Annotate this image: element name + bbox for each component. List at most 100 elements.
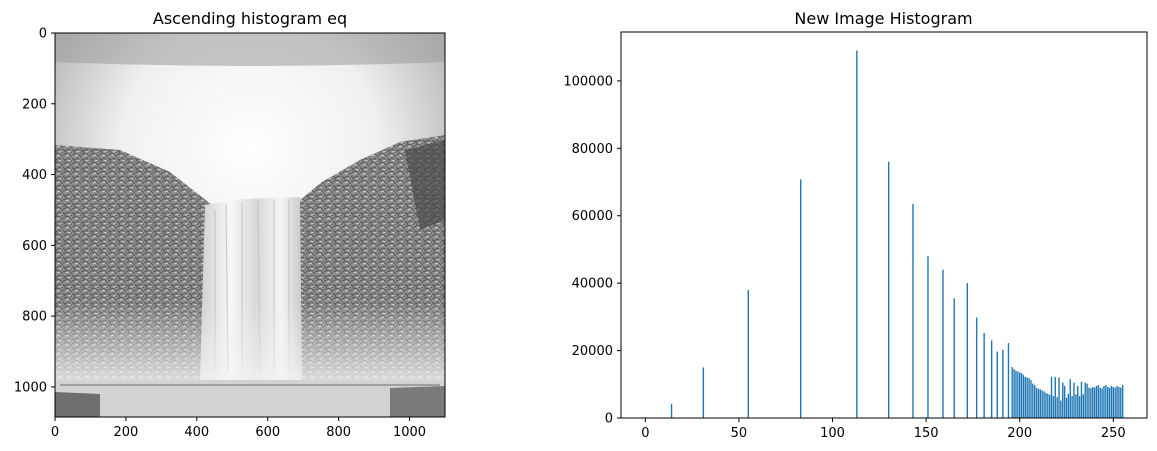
histogram-x-ticks: 0 50 100 150 200 250 (641, 418, 1126, 441)
histogram-bar (1099, 387, 1101, 418)
image-title: Ascending histogram eq (153, 9, 347, 28)
histogram-bar (1082, 394, 1085, 418)
histogram-y-tick-label: 80000 (572, 142, 613, 157)
histogram-bar (1060, 400, 1062, 418)
histogram-bar (1088, 387, 1090, 418)
histogram-y-ticks: 0 20000 40000 60000 80000 100000 (563, 74, 621, 427)
histogram-bar (1047, 393, 1049, 418)
histogram-bar (1121, 384, 1124, 418)
histogram-bar (1013, 369, 1015, 418)
histogram-bar (1039, 389, 1041, 418)
histogram-bar (670, 403, 673, 418)
image-x-tick-label: 1000 (393, 425, 426, 440)
histogram-frame (620, 31, 1148, 419)
histogram-y-tick-label: 40000 (572, 277, 613, 292)
image-x-tick-label: 800 (326, 425, 351, 440)
image-x-tick-label: 400 (184, 425, 209, 440)
histogram-x-tick-label: 0 (641, 426, 649, 441)
histogram-bar (1073, 382, 1075, 418)
waterfall-image (55, 33, 445, 417)
histogram-bar (1030, 380, 1032, 418)
histogram-bar (856, 50, 858, 418)
histogram-bar (1112, 386, 1114, 418)
histogram-bar (1086, 383, 1088, 418)
histogram-bar (1063, 385, 1066, 418)
histogram-bar (1095, 385, 1098, 418)
image-y-tick-label: 0 (39, 27, 47, 42)
histogram-bar (1041, 390, 1043, 418)
histogram-y-tick-label: 0 (605, 412, 613, 427)
histogram-bar (1103, 385, 1105, 418)
image-x-tick-label: 200 (113, 425, 138, 440)
histogram-y-tick-label: 20000 (572, 344, 613, 359)
histogram-bar (996, 351, 998, 418)
image-y-tick-label: 200 (22, 97, 47, 112)
image-axes: Ascending histogram eq 0 200 400 600 800 1000… (14, 9, 446, 440)
histogram-bar (912, 203, 914, 418)
histogram-x-tick-label: 100 (820, 426, 845, 441)
histogram-bar (1052, 396, 1055, 418)
image-frame (54, 32, 446, 418)
histogram-bar (1035, 388, 1038, 418)
histogram-x-tick-label: 250 (1101, 426, 1126, 441)
histogram-bar (1116, 385, 1118, 418)
histogram-bar (1069, 379, 1071, 418)
histogram-bar (1084, 382, 1086, 418)
histogram-bar (1019, 372, 1021, 418)
histogram-bar (1075, 394, 1077, 418)
histogram-bar (975, 317, 978, 418)
histogram-bar (1017, 371, 1019, 418)
image-y-ticks: 0 200 400 600 800 1000 (14, 27, 55, 395)
histogram-bar (1020, 373, 1023, 418)
histogram-bar (953, 298, 955, 418)
image-y-tick-label: 600 (22, 239, 47, 254)
histogram-axes: New Image Histogram 0 50 100 150 200 250 0 200… (563, 9, 1148, 441)
histogram-bar (1093, 387, 1096, 418)
histogram-bar (1007, 343, 1010, 418)
histogram-bar (1110, 385, 1113, 418)
histogram-bar (1080, 381, 1083, 418)
histogram-x-tick-label: 150 (914, 426, 939, 441)
histogram-bar (1028, 378, 1030, 418)
histogram-bar (1037, 388, 1040, 418)
histogram-bars (670, 50, 1124, 419)
histogram-bar (1120, 387, 1122, 418)
histogram-bar (1067, 393, 1070, 418)
histogram-bar (1071, 396, 1073, 418)
histogram-bar (1033, 384, 1036, 418)
histogram-bar (966, 283, 968, 418)
histogram-bar (927, 256, 929, 418)
histogram-bar (1101, 388, 1103, 418)
histogram-bar (1058, 377, 1060, 418)
histogram-bar (1106, 386, 1109, 418)
histogram-bar (887, 161, 890, 419)
histogram-bar (1032, 383, 1034, 418)
histogram-title: New Image Histogram (794, 9, 972, 28)
histogram-bar (983, 333, 985, 418)
histogram-x-tick-label: 50 (731, 426, 748, 441)
histogram-bar (1043, 391, 1045, 418)
histogram-bar (1026, 377, 1028, 418)
histogram-bar (1048, 394, 1051, 418)
histogram-bar (1045, 392, 1047, 418)
histogram-bar (1024, 376, 1027, 418)
image-x-tick-label: 0 (51, 425, 59, 440)
histogram-bar (1056, 397, 1058, 418)
image-y-tick-label: 400 (22, 168, 47, 183)
histogram-bar (1090, 388, 1092, 418)
histogram-bar (747, 289, 749, 418)
histogram-bar (800, 179, 802, 418)
histogram-x-tick-label: 200 (1007, 426, 1032, 441)
histogram-bar (1077, 385, 1079, 418)
histogram-bar (990, 340, 993, 418)
image-x-ticks: 0 200 400 600 800 1000 (51, 417, 426, 440)
histogram-bar (1011, 367, 1013, 418)
histogram-bar (1105, 384, 1107, 418)
histogram-bar (1118, 386, 1120, 418)
histogram-bar (1015, 370, 1017, 418)
histogram-bar (1065, 397, 1068, 418)
image-x-tick-label: 600 (255, 425, 280, 440)
histogram-bar (1054, 376, 1056, 418)
histogram-bar (1062, 382, 1064, 418)
